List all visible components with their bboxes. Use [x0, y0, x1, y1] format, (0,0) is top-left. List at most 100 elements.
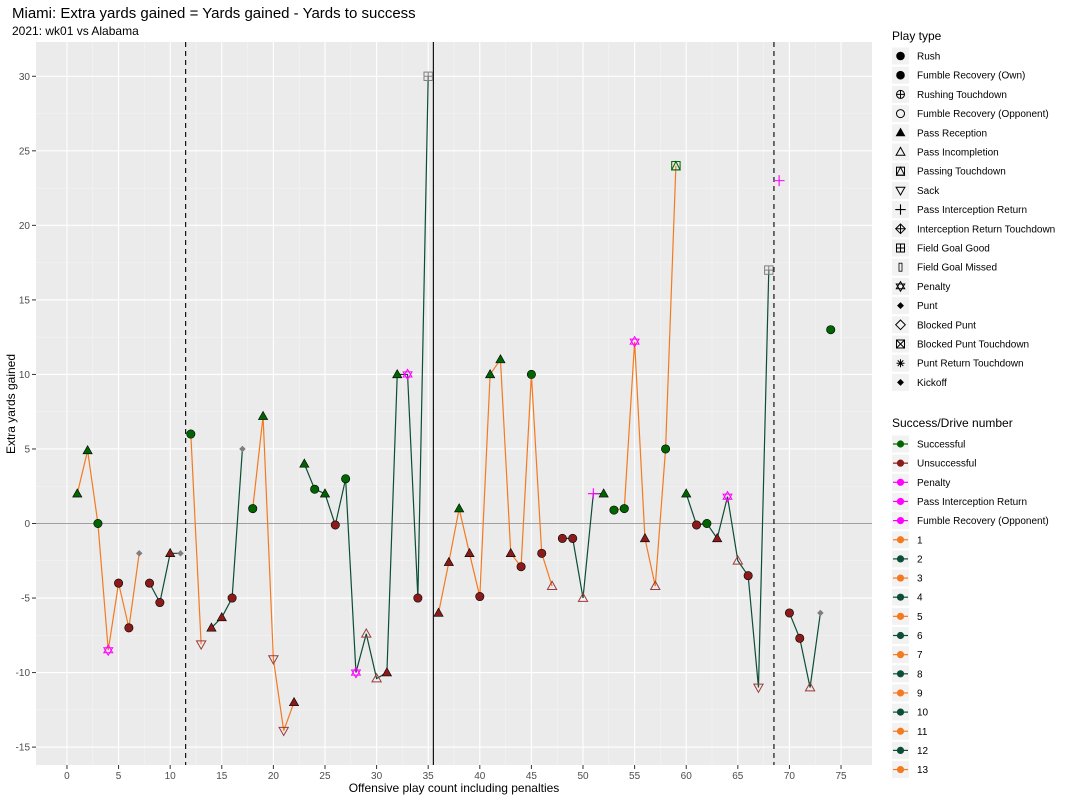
y-axis: -15 -10 -5 0 5 10 15 20 25 30 [16, 72, 36, 754]
legend-success-label: Pass Interception Return [917, 497, 1027, 508]
legend-play-type: Play type Rush Fumble Recovery (Own) Rushin… [892, 29, 1055, 391]
legend-success-label: 1 [917, 535, 923, 546]
play-point [319, 488, 331, 498]
y-tick-label: 30 [19, 72, 31, 83]
legend-key-circle-open-icon [896, 109, 905, 119]
legend-key-dot-icon [896, 459, 905, 467]
legend-success-label: 4 [917, 593, 923, 604]
play-point [773, 175, 785, 187]
grid-lines [36, 42, 872, 765]
x-tick-label: 25 [319, 771, 331, 782]
legend-success-label: 12 [917, 746, 929, 757]
legend-key-dot-icon [896, 497, 905, 506]
play-point [817, 609, 824, 617]
legend-key-bg [892, 258, 909, 276]
legend-key-dot-icon [896, 440, 905, 448]
play-point [402, 368, 413, 381]
legend-play-type-label: Fumble Recovery (Own) [917, 71, 1025, 82]
play-point [165, 547, 176, 557]
play-point [495, 354, 506, 364]
legend-key-star-david-icon [895, 280, 906, 293]
legend-play-type-label: Kickoff [917, 378, 947, 389]
play-point [423, 71, 433, 81]
play-point [299, 458, 310, 468]
legend-play-type-label: Passing Touchdown [917, 167, 1006, 178]
legend-success-label: 7 [917, 650, 923, 661]
play-point [413, 593, 423, 603]
legend-key-bg [892, 277, 909, 295]
play-point [692, 520, 702, 530]
legend-key-bg [892, 181, 909, 199]
play-point [371, 672, 383, 683]
play-point [505, 547, 516, 557]
y-tick-label: 0 [24, 519, 30, 530]
play-point [350, 666, 362, 679]
play-point [155, 598, 165, 608]
legend-play-type-label: Blocked Punt Touchdown [917, 340, 1029, 351]
legend-success-label: 11 [917, 727, 928, 738]
play-point [145, 578, 155, 588]
play-point [278, 726, 290, 737]
x-axis-title: Offensive play count including penalties [349, 781, 560, 795]
legend-play-type-label: Rush [917, 52, 940, 63]
legend-success-label: Penalty [917, 478, 950, 489]
play-point [639, 532, 651, 543]
play-point [239, 445, 246, 453]
legend-success-label: 2 [917, 554, 923, 565]
legend-key-dot-icon [896, 651, 905, 659]
play-point [568, 533, 578, 543]
y-axis-title: Extra yards gained [4, 354, 18, 454]
legend-key-dot-icon [896, 517, 905, 525]
legend-key-dot-icon [896, 689, 905, 697]
x-tick-label: 0 [64, 771, 70, 782]
legend-success-label: 6 [917, 631, 923, 642]
legend-play-type-label: Field Goal Missed [917, 263, 997, 274]
x-tick-label: 60 [681, 771, 693, 782]
x-tick-label: 50 [577, 771, 589, 782]
legend-play-type-label: Sack [917, 186, 940, 197]
play-point [102, 644, 114, 657]
play-point [826, 325, 836, 335]
drive-line-3 [190, 434, 202, 645]
play-point [587, 488, 599, 500]
legend-key-diamond-open-icon [894, 319, 907, 331]
play-point [82, 445, 93, 455]
play-point [135, 549, 143, 557]
legend-key-bg [892, 105, 909, 123]
y-tick-label: -5 [21, 594, 30, 605]
play-point [267, 655, 279, 666]
legend-play-type-label: Penalty [917, 282, 950, 293]
play-point [310, 484, 320, 494]
play-point [433, 607, 444, 617]
x-tick-label: 10 [165, 771, 177, 782]
legend-play-type-label: Rushing Touchdown [917, 90, 1007, 101]
legend-key-diamond-plus-icon [894, 223, 907, 235]
drive-line-12 [788, 612, 821, 688]
y-tick-label: -15 [16, 743, 31, 754]
play-point [795, 633, 805, 643]
x-tick-label: 40 [474, 771, 486, 782]
legend-key-square-triangle-icon [895, 166, 906, 176]
play-point [392, 368, 403, 379]
play-point [752, 683, 764, 694]
play-point [206, 622, 217, 632]
play-point [681, 488, 692, 498]
x-tick-label: 20 [268, 771, 280, 782]
legend-key-dot-icon [896, 574, 905, 582]
legend-key-circle-icon [896, 70, 905, 80]
legend-key-dot-icon [896, 708, 905, 716]
drive-line-2 [149, 552, 181, 605]
legend-key-asterisk-icon [896, 359, 905, 368]
legend-key-triangle-down-open-icon [895, 186, 906, 197]
legend-key-dot-icon [896, 478, 905, 486]
play-point [330, 520, 340, 530]
legend-success-label: 10 [917, 708, 929, 719]
x-tick-label: 45 [526, 771, 538, 782]
legend-key-diamond-icon [896, 378, 905, 386]
play-points [72, 71, 836, 737]
play-point [216, 611, 227, 622]
play-point [288, 696, 300, 707]
play-point [341, 474, 351, 484]
legend-key-dot-icon [896, 536, 905, 544]
